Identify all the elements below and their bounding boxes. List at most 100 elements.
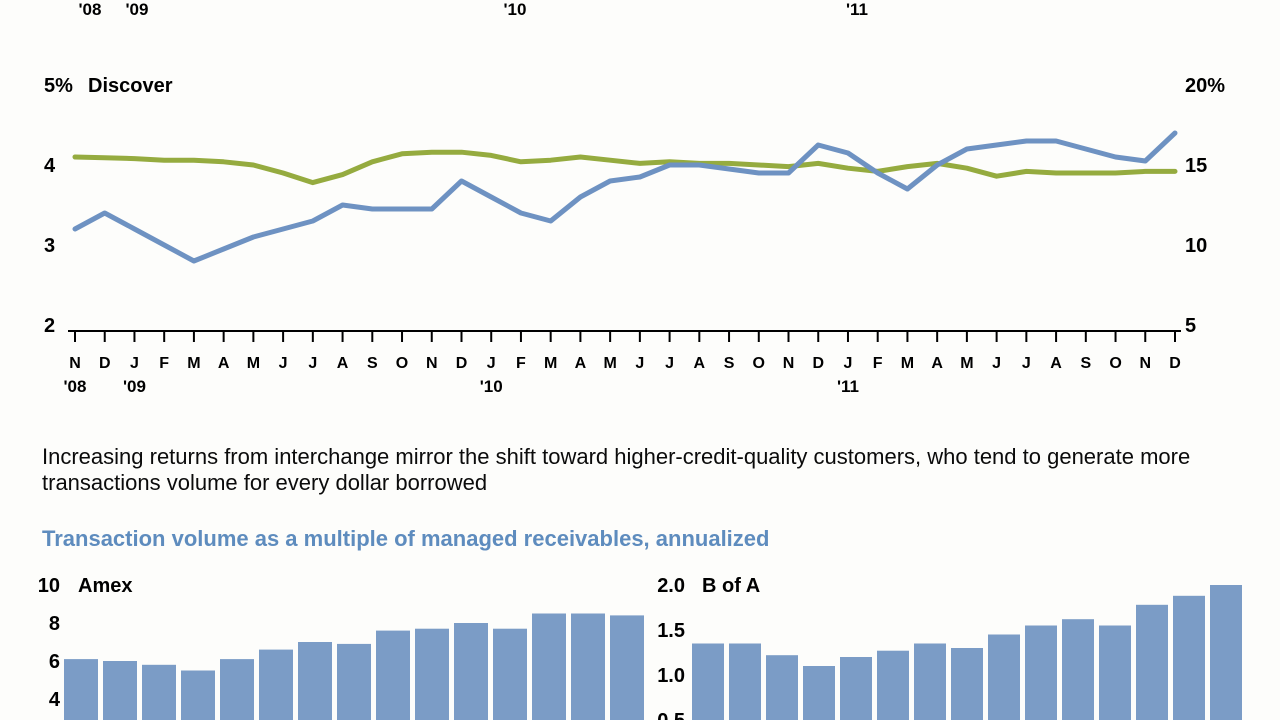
bar	[220, 659, 254, 720]
month-label: M	[603, 355, 616, 372]
y-axis-label: 6	[49, 651, 60, 673]
month-label: J	[487, 355, 496, 372]
month-label: S	[367, 355, 378, 372]
bar	[142, 664, 176, 720]
month-label: D	[99, 355, 111, 372]
right-axis-label: 10	[1185, 235, 1207, 257]
bar	[1099, 625, 1131, 720]
month-label: D	[812, 355, 824, 372]
year-label: '11	[837, 377, 859, 396]
month-label: N	[69, 355, 81, 372]
month-label: M	[247, 355, 260, 372]
month-label: M	[901, 355, 914, 372]
bar	[1136, 604, 1168, 720]
bofa-bar-chart: 2.0 1.5 1.0 0.5 B of A	[657, 575, 1242, 720]
month-label: F	[159, 355, 169, 372]
bar	[840, 657, 872, 720]
month-label: J	[635, 355, 644, 372]
bar	[914, 643, 946, 720]
month-label: J	[308, 355, 317, 372]
month-label: O	[753, 355, 765, 372]
bar	[181, 670, 215, 720]
bar	[766, 655, 798, 720]
month-label: O	[396, 355, 408, 372]
month-label: A	[931, 355, 943, 372]
month-label: J	[279, 355, 288, 372]
amex-bar-chart: 10 8 6 4 Amex	[38, 575, 644, 720]
bar	[951, 648, 983, 720]
bar	[532, 613, 566, 720]
y-axis-label: 0.5	[657, 710, 685, 720]
month-label: O	[1109, 355, 1121, 372]
discover-green-series	[72, 149, 1178, 186]
bar-chart-title: B of A	[702, 575, 760, 597]
y-axis-label: 8	[49, 613, 60, 635]
month-label: J	[992, 355, 1001, 372]
month-label: J	[130, 355, 139, 372]
month-label: N	[1139, 355, 1151, 372]
month-label: A	[337, 355, 349, 372]
cropped-axis-year-label: '09	[126, 0, 149, 19]
bar	[1210, 585, 1242, 720]
bar	[877, 650, 909, 720]
year-label: '08	[64, 377, 87, 396]
month-label: J	[665, 355, 674, 372]
right-axis-label: 15	[1185, 155, 1207, 177]
section-subtitle: Transaction volume as a multiple of mana…	[42, 526, 770, 551]
bar	[103, 661, 137, 720]
month-label: M	[960, 355, 973, 372]
bar	[729, 643, 761, 720]
bar	[337, 643, 371, 720]
month-label: D	[1169, 355, 1181, 372]
month-label: S	[1080, 355, 1091, 372]
month-label: J	[844, 355, 853, 372]
month-label: A	[575, 355, 587, 372]
month-label: S	[724, 355, 735, 372]
bar	[803, 666, 835, 720]
left-axis-label: 2	[44, 315, 55, 337]
left-axis-label: 4	[44, 155, 56, 177]
month-label: N	[783, 355, 795, 372]
bar	[1025, 625, 1057, 720]
month-label: F	[873, 355, 883, 372]
bar	[454, 623, 488, 720]
cropped-axis-year-label: '08	[79, 0, 102, 19]
cropped-axis-year-label: '10	[504, 0, 527, 19]
line-chart-title: Discover	[88, 75, 173, 97]
y-axis-label: 2.0	[657, 575, 685, 597]
bar	[571, 613, 605, 720]
year-label: '10	[480, 377, 503, 396]
caption-text: Increasing returns from interchange mirr…	[42, 444, 1191, 495]
bar-chart-title: Amex	[78, 575, 132, 597]
bar	[610, 615, 644, 720]
left-axis-label: 5%	[44, 75, 73, 97]
bar	[1062, 619, 1094, 720]
month-label: A	[694, 355, 706, 372]
left-axis-label: 3	[44, 235, 55, 257]
month-label: D	[456, 355, 468, 372]
bar	[259, 649, 293, 720]
y-axis-label: 1.0	[657, 665, 685, 687]
y-axis-label: 1.5	[657, 620, 685, 642]
right-axis-label: 20%	[1185, 75, 1225, 97]
discover-blue-series	[72, 130, 1178, 264]
year-label: '09	[123, 377, 146, 396]
month-label: M	[187, 355, 200, 372]
bar	[298, 642, 332, 720]
month-label: M	[544, 355, 557, 372]
month-label: A	[1050, 355, 1062, 372]
bar	[415, 628, 449, 720]
bar	[376, 630, 410, 720]
right-axis-label: 5	[1185, 315, 1196, 337]
month-label: N	[426, 355, 438, 372]
discover-line-chart: N D J F M A M J J A S O N D J F M A M J J A S O N D J F M A M J J A S O N D'0…	[44, 75, 1225, 396]
bar	[493, 628, 527, 720]
y-axis-label: 4	[49, 689, 61, 711]
month-label: F	[516, 355, 526, 372]
month-label: J	[1022, 355, 1031, 372]
y-axis-label: 10	[38, 575, 60, 597]
bar	[988, 634, 1020, 720]
cropped-axis-remnant: '08 '09 '10 '11	[79, 0, 868, 19]
bar	[1173, 595, 1205, 720]
